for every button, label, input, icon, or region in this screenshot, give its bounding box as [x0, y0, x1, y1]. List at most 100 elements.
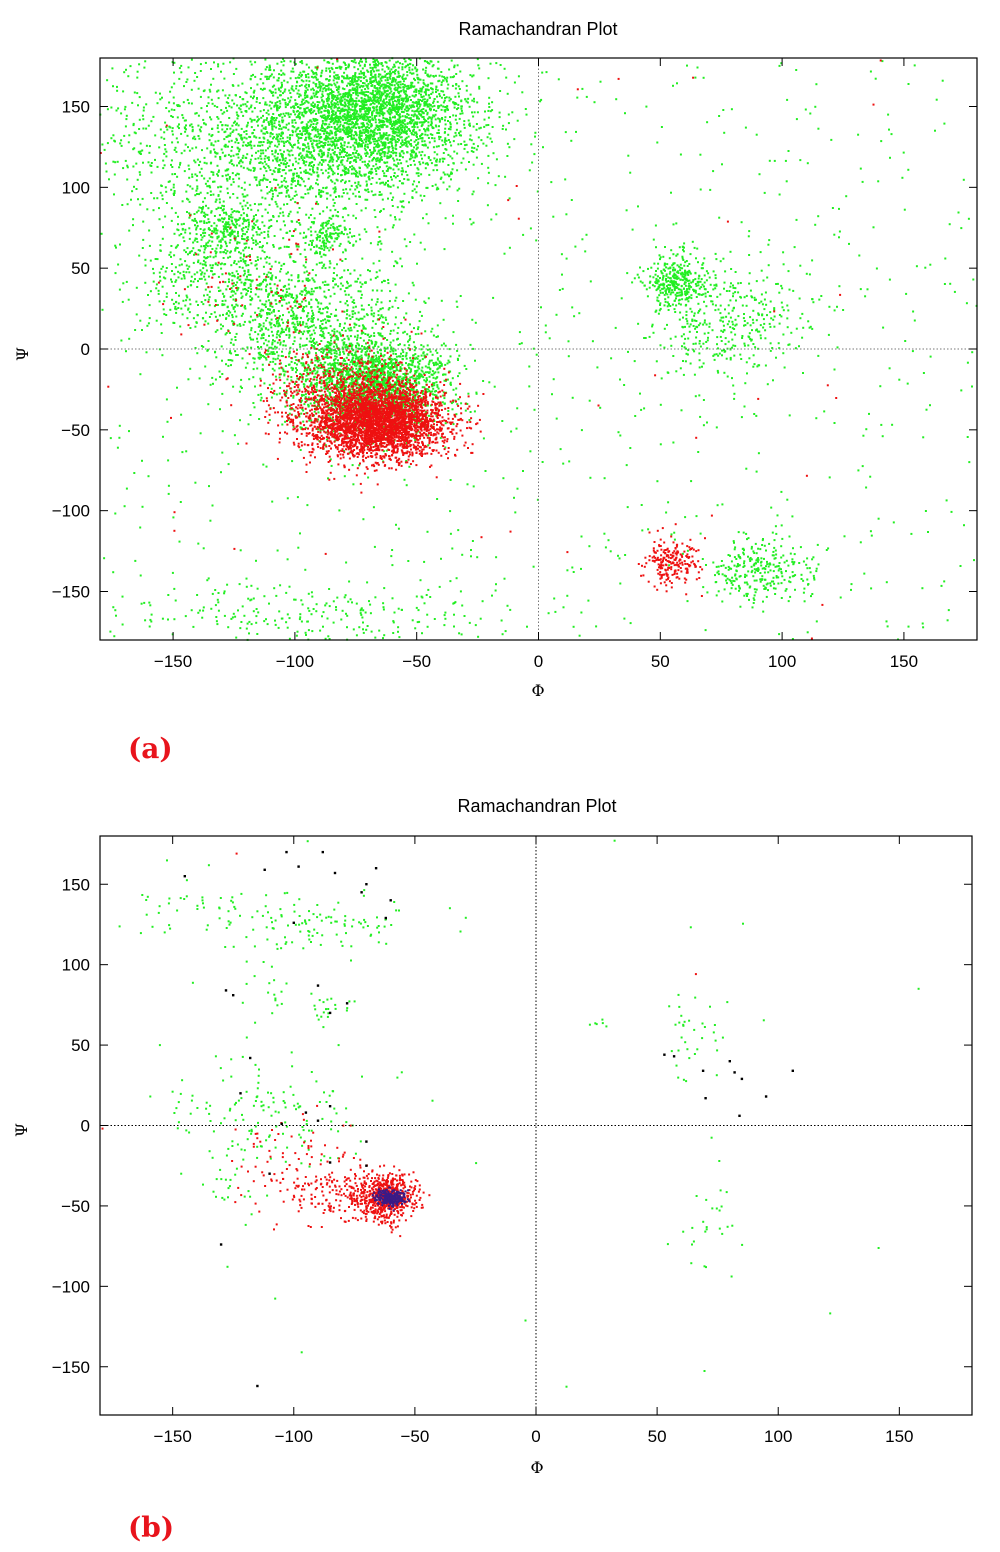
data-point — [358, 137, 361, 140]
data-point — [381, 94, 383, 97]
data-point — [359, 64, 362, 67]
data-point — [336, 94, 339, 97]
data-point — [136, 70, 139, 73]
data-point — [374, 216, 377, 218]
data-point — [262, 127, 265, 130]
data-point — [420, 121, 423, 124]
data-point — [357, 113, 360, 116]
data-point — [395, 108, 398, 110]
data-point — [228, 241, 231, 244]
data-point — [268, 166, 271, 169]
data-point — [387, 168, 390, 170]
data-point — [395, 131, 398, 134]
data-point — [444, 119, 446, 122]
data-point — [399, 136, 402, 139]
data-point — [245, 133, 248, 136]
data-point — [476, 101, 479, 104]
data-point — [404, 139, 407, 142]
data-point — [190, 58, 193, 61]
data-point — [394, 69, 397, 72]
data-point — [391, 139, 394, 141]
data-point — [263, 342, 265, 345]
data-point — [334, 95, 336, 98]
data-point — [312, 72, 315, 75]
data-point — [260, 152, 263, 155]
data-point — [382, 133, 385, 136]
data-point — [349, 231, 351, 234]
data-point — [227, 97, 230, 100]
data-point — [322, 265, 325, 267]
data-point — [229, 134, 232, 137]
data-point — [340, 66, 343, 69]
data-point — [268, 419, 271, 422]
data-point — [364, 152, 367, 155]
data-point — [453, 64, 456, 67]
data-point — [203, 234, 206, 237]
data-point — [141, 197, 144, 200]
data-point — [373, 143, 376, 145]
data-point — [256, 367, 259, 370]
data-point — [274, 149, 277, 152]
data-point — [241, 157, 244, 159]
data-point — [401, 141, 404, 143]
data-point — [371, 66, 374, 69]
data-point — [304, 185, 307, 188]
data-point — [214, 232, 217, 235]
data-point — [457, 85, 460, 88]
data-point — [375, 59, 378, 61]
data-point — [405, 136, 408, 139]
data-point — [217, 117, 220, 120]
data-point — [174, 146, 177, 149]
data-point — [439, 202, 442, 205]
data-point — [390, 155, 393, 158]
data-point — [346, 347, 349, 350]
data-point — [387, 155, 390, 158]
data-point — [294, 330, 297, 333]
data-point — [392, 66, 395, 69]
data-point — [393, 71, 396, 74]
data-point — [372, 131, 374, 134]
data-point — [403, 142, 406, 145]
data-point — [232, 307, 235, 310]
data-point — [365, 113, 368, 115]
data-point — [391, 137, 394, 140]
data-point — [332, 232, 335, 235]
data-point — [376, 142, 379, 145]
data-point — [347, 214, 350, 217]
data-point — [191, 173, 194, 176]
data-point — [288, 150, 291, 153]
data-point — [327, 163, 330, 166]
data-point — [386, 157, 389, 160]
data-point — [315, 73, 318, 76]
data-point — [260, 157, 263, 160]
data-point — [376, 124, 379, 127]
data-point — [376, 243, 379, 246]
data-point — [313, 120, 316, 122]
data-point — [191, 147, 194, 150]
data-point — [197, 253, 200, 256]
data-point — [312, 101, 315, 104]
data-point — [307, 280, 310, 282]
data-point — [309, 168, 311, 171]
data-point — [310, 173, 313, 176]
data-point — [333, 76, 336, 79]
data-point — [391, 109, 394, 112]
data-point — [268, 64, 271, 67]
data-point — [142, 106, 145, 109]
data-point — [264, 167, 267, 170]
data-point — [319, 287, 322, 290]
data-point — [366, 117, 369, 119]
data-point — [195, 211, 198, 214]
data-point — [383, 70, 386, 73]
data-point — [355, 112, 358, 115]
data-point — [406, 116, 408, 119]
data-point — [404, 77, 407, 80]
data-point — [278, 140, 280, 143]
data-point — [206, 105, 208, 107]
data-point — [425, 213, 428, 216]
data-point — [363, 132, 366, 134]
data-point — [384, 117, 387, 120]
data-point — [382, 93, 385, 96]
data-point — [377, 137, 380, 140]
